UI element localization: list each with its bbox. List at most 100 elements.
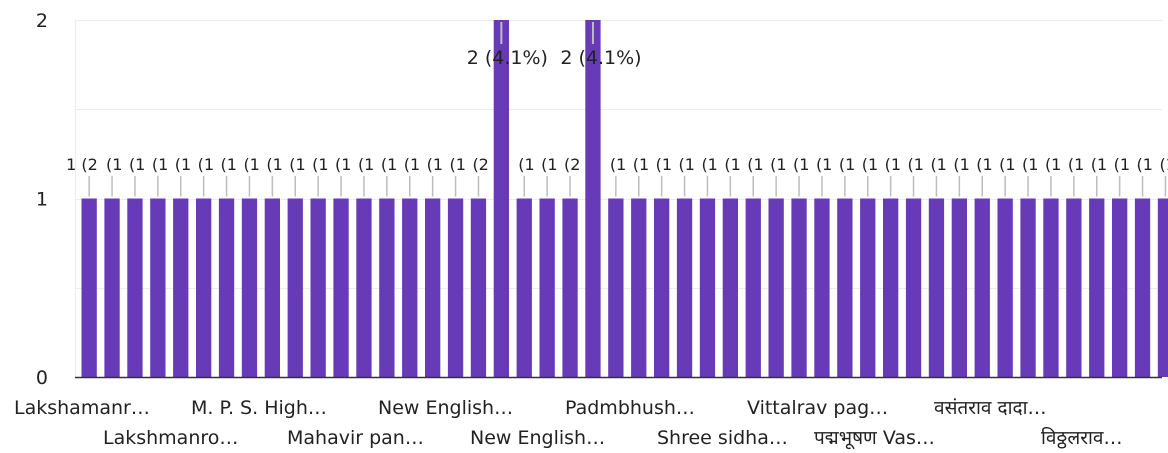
data-label: (1 xyxy=(862,155,878,174)
x-category-label: Lakshamanr… xyxy=(14,397,150,419)
data-label: (1 xyxy=(152,155,168,174)
bar[interactable] xyxy=(402,198,418,378)
data-label: (1 xyxy=(541,155,557,174)
bar[interactable] xyxy=(470,198,487,378)
bar[interactable] xyxy=(425,198,441,378)
data-label: (1 xyxy=(999,155,1015,174)
data-label: (1 xyxy=(633,155,649,174)
bar[interactable] xyxy=(1043,198,1059,378)
x-category-label: Lakshmanro… xyxy=(103,427,238,449)
bar[interactable] xyxy=(218,198,235,378)
data-label: 1 (2 xyxy=(66,155,98,174)
bars xyxy=(81,20,1168,378)
bar[interactable] xyxy=(585,20,601,377)
x-category-label: Mahavir pan… xyxy=(287,427,424,449)
x-category-label: Shree sidha… xyxy=(657,427,788,449)
bar[interactable] xyxy=(997,198,1013,378)
data-labels: 1 (2 (1 (1 (1 (1 (1 (1 (1 (1 (1 (1 (1 (1 (1 (1 (1 (1 (2 2 … xyxy=(66,22,1168,197)
x-category-label: विठ्ठलराव… xyxy=(1041,426,1122,449)
data-label: (1 xyxy=(953,155,969,174)
bar[interactable] xyxy=(447,198,464,378)
bar[interactable] xyxy=(310,198,326,378)
bar[interactable] xyxy=(1134,198,1151,378)
data-label: (1 xyxy=(1045,155,1061,174)
bar[interactable] xyxy=(905,198,922,378)
bar[interactable] xyxy=(127,198,143,378)
bar[interactable] xyxy=(631,198,647,378)
bar[interactable] xyxy=(699,198,716,378)
bar[interactable] xyxy=(814,198,830,378)
data-label: (1 xyxy=(381,155,397,174)
data-label: (1 xyxy=(266,155,282,174)
data-label: (1 xyxy=(450,155,466,174)
bar[interactable] xyxy=(356,198,372,378)
x-category-label: New English… xyxy=(378,397,513,419)
data-label: (1 xyxy=(679,155,695,174)
bar[interactable] xyxy=(196,198,212,378)
data-label: (1 xyxy=(885,155,901,174)
y-tick-label: 0 xyxy=(36,367,48,389)
bar[interactable] xyxy=(264,198,280,378)
bar[interactable] xyxy=(883,198,899,378)
data-label: (1 xyxy=(793,155,809,174)
data-label: (2 xyxy=(564,155,580,174)
bar[interactable] xyxy=(928,198,945,378)
bar[interactable] xyxy=(1020,198,1036,378)
data-label: (1 xyxy=(610,155,626,174)
data-label: (1 xyxy=(1068,155,1084,174)
bar[interactable] xyxy=(562,198,578,378)
bar[interactable] xyxy=(608,198,624,378)
x-category-label: Padmbhush… xyxy=(565,397,695,419)
bar[interactable] xyxy=(287,198,303,378)
x-category-label: पद्मभूषण Vas… xyxy=(814,427,935,450)
data-label: (1 xyxy=(770,155,786,174)
bar[interactable] xyxy=(745,198,761,378)
bar[interactable] xyxy=(81,198,97,378)
bar[interactable] xyxy=(1112,198,1128,378)
bar[interactable] xyxy=(516,198,532,378)
data-label: (1 xyxy=(175,155,191,174)
bar[interactable] xyxy=(1157,198,1168,378)
bar[interactable] xyxy=(860,198,876,378)
bar[interactable] xyxy=(974,198,990,378)
bar[interactable] xyxy=(150,198,166,378)
bar[interactable] xyxy=(951,198,967,378)
data-label: (1 xyxy=(1159,155,1168,174)
bar[interactable] xyxy=(722,198,738,378)
data-label: (1 xyxy=(1022,155,1038,174)
data-label: (1 xyxy=(129,155,145,174)
data-label: (1 xyxy=(358,155,374,174)
bar[interactable] xyxy=(379,198,395,378)
data-label: 2 (4.1%) xyxy=(560,47,641,69)
data-label: (1 xyxy=(1114,155,1130,174)
data-label: (1 xyxy=(198,155,214,174)
bar[interactable] xyxy=(676,198,693,378)
data-label: (1 xyxy=(1091,155,1107,174)
bar[interactable] xyxy=(1066,198,1082,378)
x-category-label: वसंतराव दादा… xyxy=(934,397,1047,419)
data-label: (1 xyxy=(976,155,992,174)
data-label: (1 xyxy=(724,155,740,174)
data-label: (1 xyxy=(289,155,305,174)
data-label: (1 xyxy=(518,155,534,174)
bar[interactable] xyxy=(104,198,120,378)
bar[interactable] xyxy=(493,20,509,377)
bar[interactable] xyxy=(539,198,555,378)
data-label: (1 xyxy=(312,155,328,174)
bar[interactable] xyxy=(241,198,258,378)
bar[interactable] xyxy=(768,198,784,378)
bar[interactable] xyxy=(1089,198,1105,378)
bar[interactable] xyxy=(791,198,807,378)
bar[interactable] xyxy=(654,198,670,378)
data-label: (1 xyxy=(839,155,855,174)
bar[interactable] xyxy=(333,198,349,378)
data-label: (1 xyxy=(221,155,237,174)
x-category-label: Vittalrav pag… xyxy=(747,397,888,419)
data-label: (1 xyxy=(908,155,924,174)
bar[interactable] xyxy=(837,198,853,378)
bar[interactable] xyxy=(173,198,189,378)
data-label: (1 xyxy=(427,155,443,174)
data-label: 2 (4.1%) xyxy=(467,47,548,69)
y-axis-ticks: 0 1 2 xyxy=(36,10,48,389)
